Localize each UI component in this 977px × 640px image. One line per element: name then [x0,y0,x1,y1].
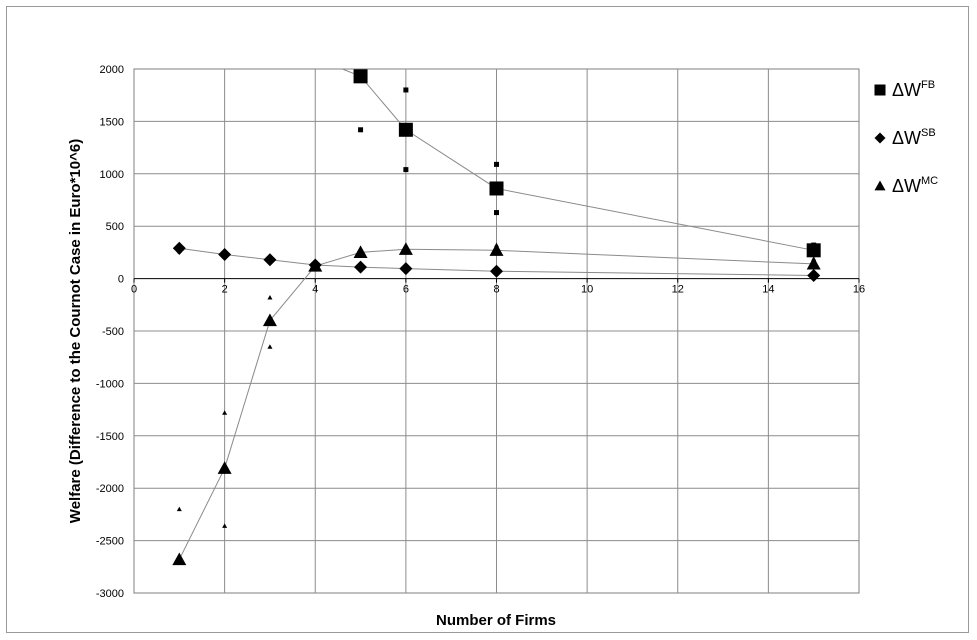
upper-bound-mc [811,256,817,261]
y-tick-label: 500 [106,221,124,233]
data-point-fb [489,181,504,196]
lower-bound-sb [222,254,228,260]
data-point-sb [490,264,503,278]
lower-bound-fb [358,127,364,133]
legend-label-mc: ΔWMC [892,175,938,196]
legend-marker-mc [874,180,886,191]
x-tick-label: 12 [672,284,684,296]
x-tick-label: 2 [222,284,228,296]
chart-frame: 0 2 4 6 8 10 12 14 16 -3000 -2500 -2000 -1500 -1000-… [6,6,969,633]
data-point-mc [398,242,413,255]
upper-bound-fb [811,242,817,248]
lower-bound-fb [494,210,499,216]
upper-bound-mc [267,294,273,300]
y-tick-label: 0 [118,274,124,286]
data-point-sb [172,241,186,255]
lower-bound-sb [176,249,182,255]
y-tick-label: -3000 [96,588,124,600]
lower-bound-fb [811,251,817,257]
data-point-sb [807,268,821,282]
upper-bound-fb [403,87,409,93]
y-tick-label: 1500 [100,116,124,128]
data-point-fb [398,122,413,137]
upper-bound-mc [494,242,499,248]
y-tick-label: -1500 [96,431,124,443]
legend-label-sb: ΔWSB [892,127,936,148]
data-point-fb [806,243,821,258]
data-point-mc [353,245,368,258]
data-point-mc [217,461,232,474]
legend: ΔWFB ΔWSB ΔWMC [874,79,938,196]
y-tick-label: 2000 [100,64,124,76]
x-tick-label: 16 [853,284,865,296]
y-tick-labels: -3000 -2500 -2000 -1500 -1000 -500 0 500 1000 150… [96,64,124,600]
upper-bound-mc [176,506,182,512]
data-point-mc [262,313,277,327]
data-point-mc [308,259,323,272]
x-tick-label: 0 [131,284,137,296]
data-point-fb [353,69,368,84]
data-point-sb [399,262,413,276]
data-point-mc [806,256,821,270]
data-point-mc [489,243,504,256]
data-point-mc [172,552,187,566]
lower-bound-mc [222,523,228,528]
x-tick-label: 8 [493,284,499,296]
y-tick-label: 1000 [100,169,124,181]
lower-bound-fb [403,167,409,173]
y-tick-label: -500 [102,326,124,338]
y-axis-title: Welfare (Difference to the Cournot Case … [67,139,84,523]
y-tick-label: -2500 [96,536,124,548]
data-point-sb [263,253,277,267]
gridlines [134,69,859,593]
x-axis-title: Number of Firms [436,612,556,629]
y-tick-label: -2000 [96,483,124,495]
trend-line-mc [178,248,814,560]
x-tick-label: 14 [762,284,774,296]
upper-bound-mc [222,410,228,415]
welfare-chart: 0 2 4 6 8 10 12 14 16 -3000-2500-2000-1500-1000-… [67,64,938,629]
y-tick-label: -1000 [96,378,124,390]
upper-bound-fb [494,161,499,167]
legend-label-fb: ΔWFB [892,79,935,100]
x-tick-label: 10 [581,284,593,296]
x-tick-label: 4 [312,284,318,296]
data-point-sb [354,260,368,274]
legend-marker-fb [874,84,886,96]
x-tick-labels: 0 2 4 6 8 10 12 14 16 [131,278,865,296]
lower-bound-mc [267,344,273,349]
x-tick-label: 6 [403,284,409,296]
data-point-sb [218,247,232,261]
trend-line-sb [179,247,814,276]
data-markers [172,69,821,566]
legend-marker-sb [874,132,886,144]
